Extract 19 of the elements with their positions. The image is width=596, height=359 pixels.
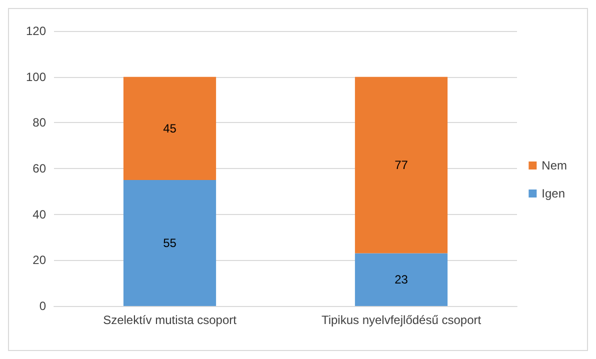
- y-tick-label: 80: [32, 116, 46, 130]
- x-tick-label: Szelektív mutista csoport: [103, 313, 238, 327]
- y-tick-label: 40: [32, 207, 46, 222]
- bar: [354, 253, 448, 306]
- y-tick-label: 20: [32, 253, 46, 268]
- bar: [123, 76, 216, 180]
- y-tick-label: 60: [32, 162, 46, 176]
- y-tick-label: 100: [26, 70, 46, 84]
- y-tick-label: 120: [26, 24, 46, 38]
- legend-label: Igen: [542, 186, 566, 200]
- legend-label: Nem: [542, 158, 568, 172]
- bar: [354, 76, 448, 254]
- data-label: 55: [163, 236, 177, 250]
- bar: [123, 180, 216, 306]
- data-label: 45: [163, 121, 177, 136]
- x-tick-label: Tipikus nyelvfejlődésű csoport: [321, 313, 482, 327]
- data-label: 23: [394, 272, 408, 287]
- y-tick-label: 0: [39, 299, 46, 313]
- data-label: 77: [394, 158, 408, 172]
